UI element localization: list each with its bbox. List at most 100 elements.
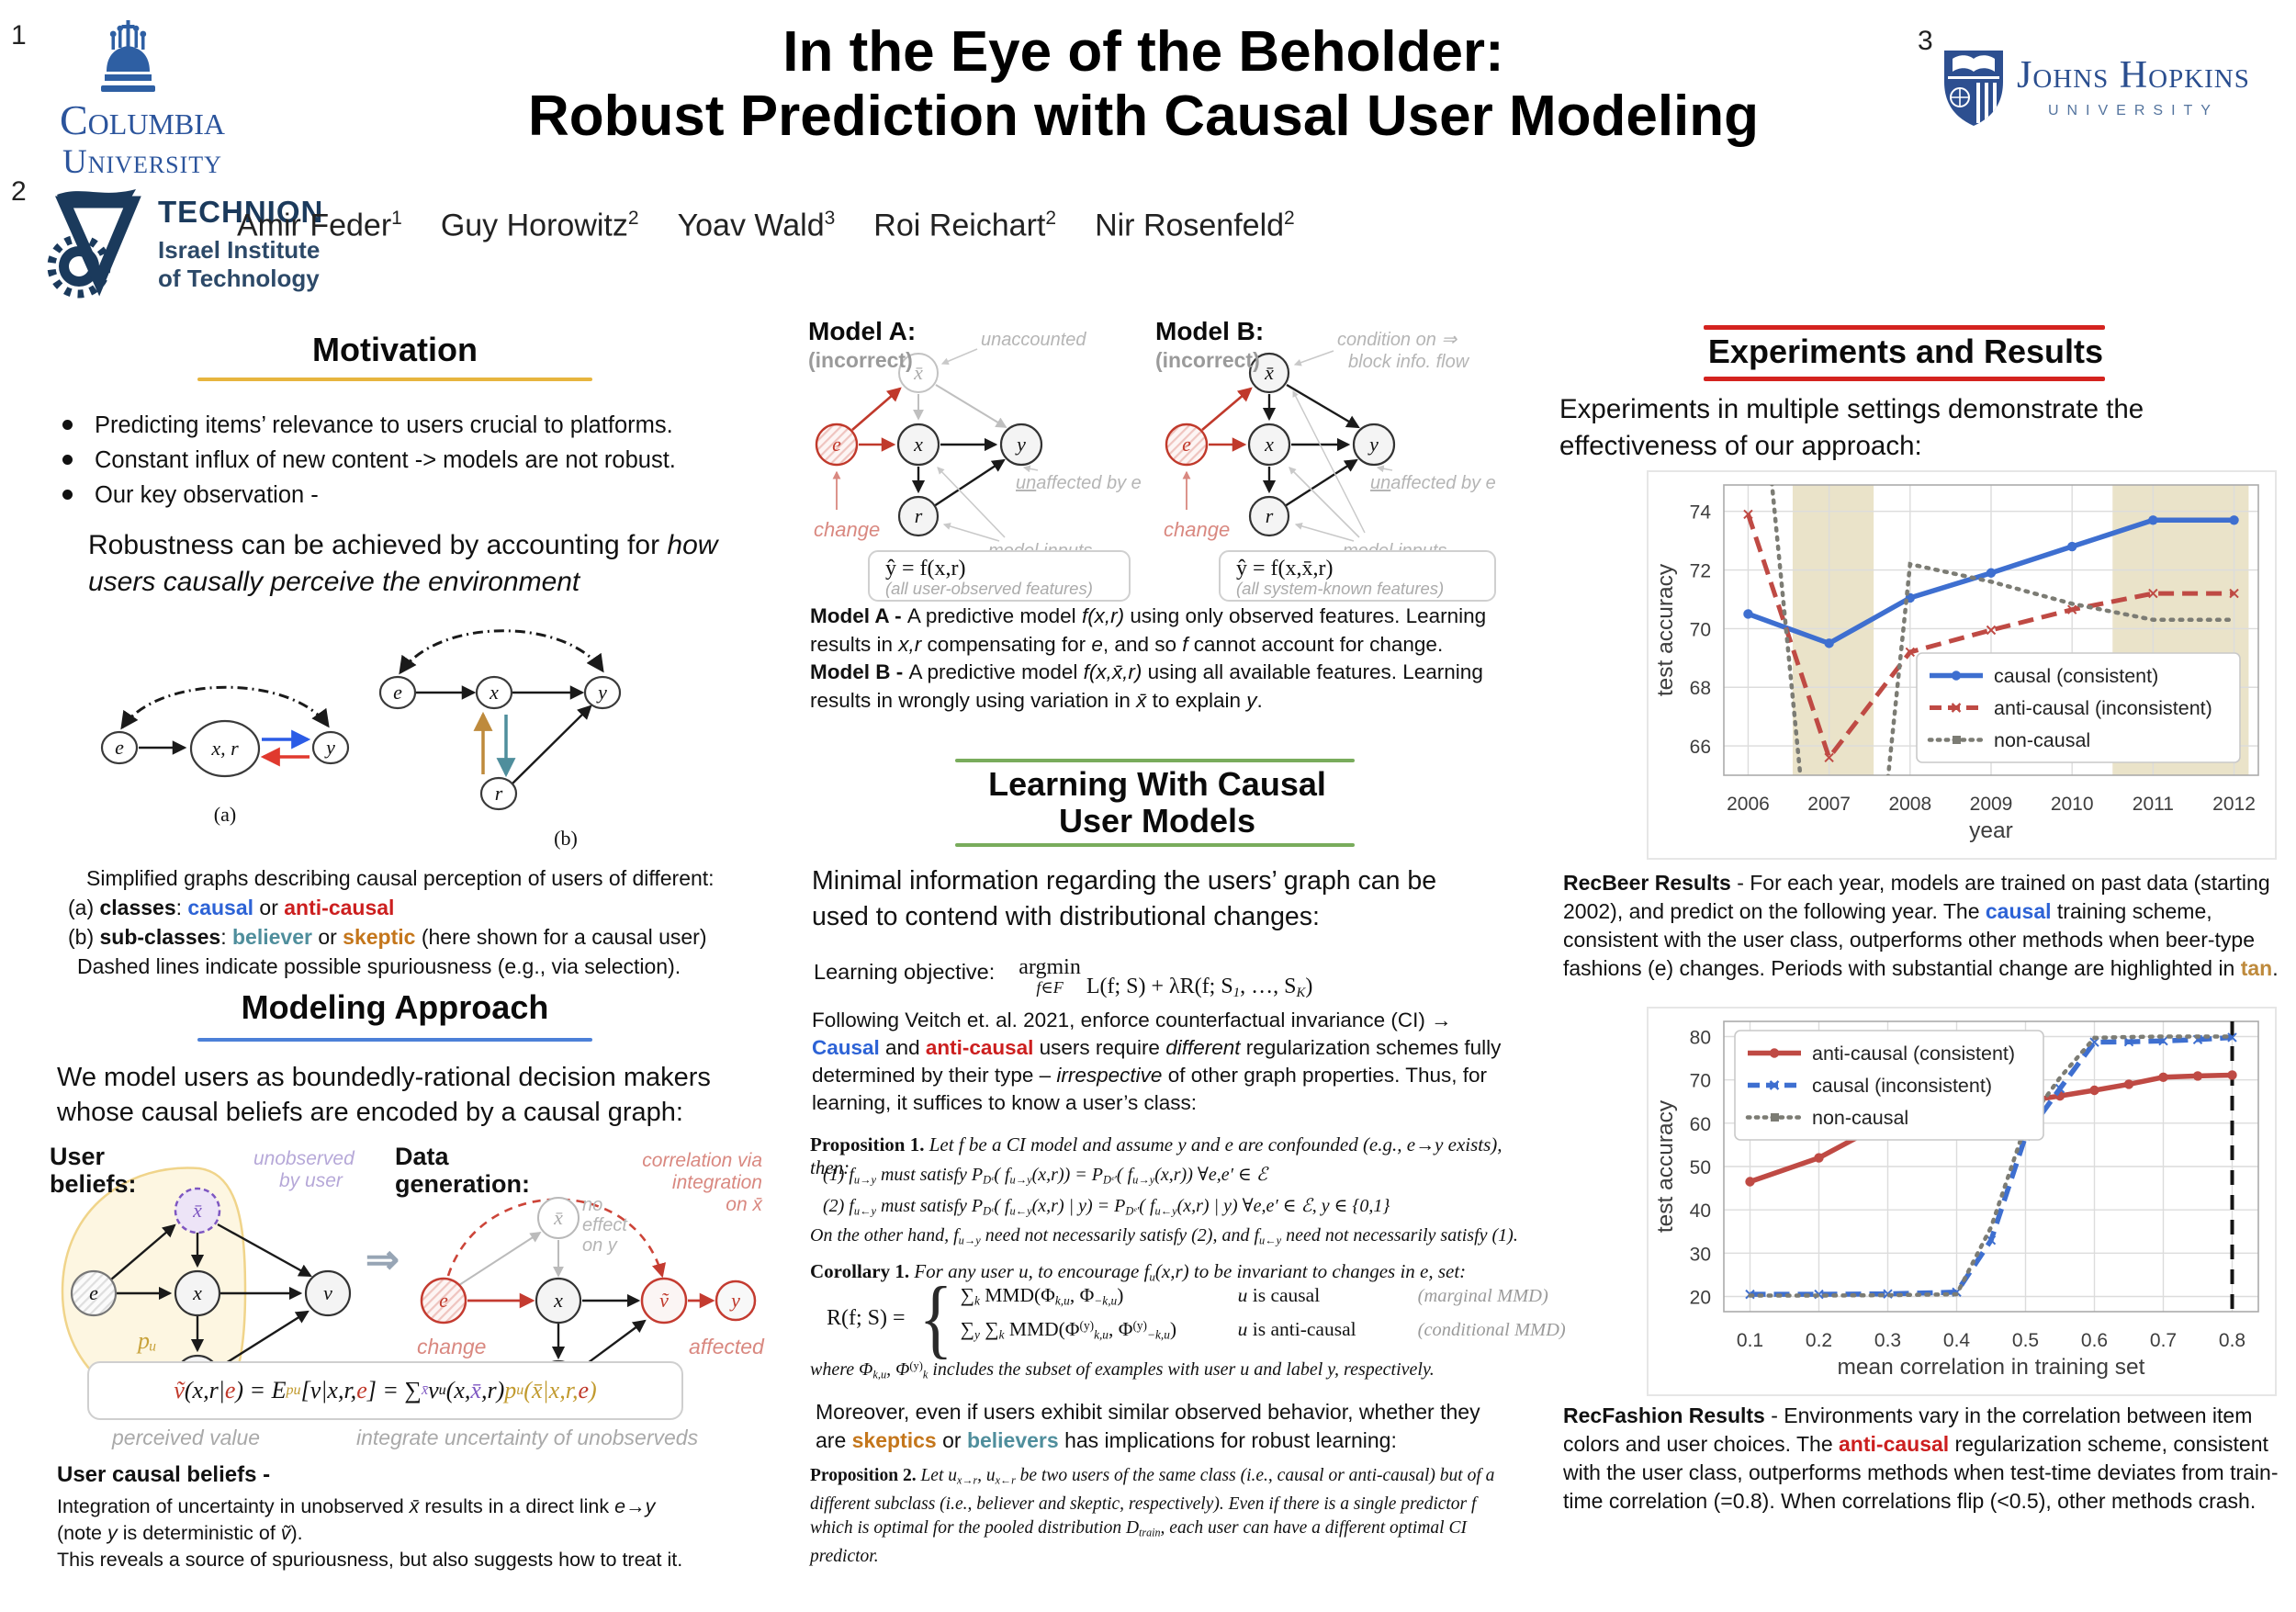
recfashion-results-text: RecFashion Results - Environments vary i… xyxy=(1563,1403,2279,1513)
author: Nir Rosenfeld2 xyxy=(1095,208,1295,243)
model-b-formula: ŷ = f(x,x̄,r) xyxy=(1236,557,1334,581)
svg-text:70: 70 xyxy=(1690,1071,1711,1092)
model-a-formula: ŷ = f(x,r) xyxy=(885,557,966,581)
implies-arrow: ⇒ xyxy=(366,1237,400,1282)
condition-annotation: condition on ⇒ xyxy=(1337,330,1458,350)
svg-text:test accuracy: test accuracy xyxy=(1653,563,1678,696)
title-line-1: In the Eye of the Beholder: xyxy=(782,20,1504,84)
authors-row: Amir Feder1 Guy Horowitz2 Yoav Wald3 Roi… xyxy=(237,208,1295,243)
model-a-formula-caption: (all user-observed features) xyxy=(885,579,1093,598)
affected-annotation: affected xyxy=(689,1335,765,1358)
svg-text:50: 50 xyxy=(1690,1157,1711,1178)
svg-text:2007: 2007 xyxy=(1807,794,1851,815)
node-y-label: y xyxy=(1367,433,1379,456)
author: Amir Feder1 xyxy=(237,208,402,243)
svg-text:test accuracy: test accuracy xyxy=(1653,1099,1678,1233)
model-a-diagram: x̄ e x y r Model A: (incorrect) unaccoun… xyxy=(808,317,1142,602)
model-b-incorrect: (incorrect) xyxy=(1155,348,1260,372)
svg-text:2006: 2006 xyxy=(1727,794,1770,815)
learning-section-title: Learning With Causal User Models xyxy=(988,765,1326,840)
svg-text:72: 72 xyxy=(1690,561,1711,582)
author: Yoav Wald3 xyxy=(677,208,836,243)
change-annotation: change xyxy=(814,518,880,541)
models-description: Model A - A predictive model f(x,r) usin… xyxy=(810,604,1487,712)
modeling-section-title: Modeling Approach xyxy=(241,988,549,1026)
pu-label: pᵤ xyxy=(136,1327,157,1354)
moreover-paragraph: Moreover, even if users exhibit similar … xyxy=(816,1400,1480,1452)
affiliation-mark-2: 2 xyxy=(11,176,27,207)
case-row-causal: ∑k MMD(Φk,u, Φ−k,u) u is causal (margina… xyxy=(960,1284,1548,1308)
affiliation-mark-3: 3 xyxy=(1918,26,1933,56)
recfashion-results-chart: 0.1 0.2 0.3 0.4 0.5 0.6 0.7 0.8 20 30 40 50 60 70 80 me… xyxy=(1647,1007,2277,1396)
svg-text:80: 80 xyxy=(1690,1028,1711,1049)
node-xbar-label: x̄ xyxy=(553,1206,563,1229)
bullet-item: Predicting items’ relevance to users cru… xyxy=(57,408,787,443)
case-brace: { xyxy=(918,1268,953,1367)
node-v-label: v xyxy=(323,1281,332,1304)
bullet-dot-icon xyxy=(62,490,73,500)
svg-text:2010: 2010 xyxy=(2051,794,2094,815)
user-causal-beliefs-block: User causal beliefs - Integration of unc… xyxy=(57,1462,787,1573)
node-xr-label: x, r xyxy=(210,737,239,760)
bullet-item: Our key observation - xyxy=(57,478,787,513)
node-e-label: e xyxy=(89,1281,98,1304)
svg-text:30: 30 xyxy=(1690,1244,1711,1265)
node-y-label: y xyxy=(1015,433,1026,456)
technion-logo-icon xyxy=(47,189,141,299)
svg-text:0.7: 0.7 xyxy=(2150,1330,2177,1351)
node-x-label: x xyxy=(1264,433,1274,456)
node-x-label: x xyxy=(489,681,499,704)
modeling-rule xyxy=(197,1038,592,1042)
caption-line: Dashed lines indicate possible spuriousn… xyxy=(77,954,681,978)
unaffected-annotation: unaffected by e xyxy=(1370,473,1496,493)
model-b-title: Model B: xyxy=(1155,317,1264,345)
proposition-1-item-2: (2) fu←y must satisfy PDᵉ( fu←y(x,r) | y… xyxy=(823,1196,1390,1218)
svg-text:on y: on y xyxy=(582,1235,618,1256)
svg-text:0.1: 0.1 xyxy=(1737,1330,1763,1351)
data-generation-diagram: x̄ e x ṽ y r Data generation: no effect … xyxy=(395,1143,765,1403)
learning-objective-row: Learning objective: argmin f∈F L(f; S) + … xyxy=(814,955,1312,1001)
causal-class-graph-a: e x, r y (a) xyxy=(100,685,350,826)
svg-text:0.8: 0.8 xyxy=(2219,1330,2245,1351)
recbeer-results-chart: 2006 2007 2008 2009 2010 2011 2012 66 68 70 72 74 ye… xyxy=(1647,470,2277,860)
node-y-label: y xyxy=(596,681,607,704)
author: Roi Reichart2 xyxy=(873,208,1057,243)
spurious-arc xyxy=(399,629,604,675)
svg-text:40: 40 xyxy=(1690,1201,1711,1222)
proposition-2: Proposition 2. Let ux→r, ux←r be two use… xyxy=(810,1466,1495,1567)
svg-text:68: 68 xyxy=(1690,678,1711,699)
beliefs-heading: User causal beliefs - xyxy=(57,1462,271,1487)
case-row-anti-causal: ∑y ∑k MMD(Φ(y)k,u, Φ(y)−k,u) u is anti-c… xyxy=(960,1318,1566,1342)
modeling-intro: We model users as boundedly-rational dec… xyxy=(57,1063,711,1127)
node-xbar-label: x̄ xyxy=(913,361,923,384)
poster-title: In the Eye of the Beholder: Robust Predi… xyxy=(459,20,1828,149)
node-y-label: y xyxy=(729,1289,740,1312)
svg-text:on x̄: on x̄ xyxy=(726,1194,763,1215)
svg-text:beliefs:: beliefs: xyxy=(50,1170,137,1198)
spurious-arc xyxy=(120,685,330,730)
proposition-1: Proposition 1. Let f be a CI model and a… xyxy=(810,1133,1503,1178)
key-observation-statement: Robustness can be achieved by accounting… xyxy=(88,530,718,597)
node-e-label: e xyxy=(439,1289,448,1312)
svg-text:effect: effect xyxy=(582,1215,628,1235)
unobserved-annotation: unobserved xyxy=(253,1148,355,1169)
node-e-label: e xyxy=(1182,433,1191,456)
veitch-paragraph: Following Veitch et. al. 2021, enforce c… xyxy=(812,1009,1502,1114)
node-e-label: e xyxy=(393,681,402,704)
affiliation-mark-1: 1 xyxy=(11,20,27,51)
svg-text:mean correlation in training s: mean correlation in training set xyxy=(1837,1355,2144,1380)
corollary-1-where: where Φk,u, Φ(y)k includes the subset of… xyxy=(810,1359,1435,1381)
bullet-item: Constant influx of new content -> models… xyxy=(57,443,787,478)
learning-intro: Minimal information regarding the users’… xyxy=(812,866,1437,931)
node-x-label: x xyxy=(553,1289,563,1312)
node-vtilde-label: ṽ xyxy=(659,1289,670,1312)
corollary-1: Corollary 1. For any user u, to encourag… xyxy=(810,1260,1467,1284)
regularizer-lhs: R(f; S) = xyxy=(827,1305,906,1330)
change-annotation: change xyxy=(1164,518,1230,541)
svg-text:0.5: 0.5 xyxy=(2012,1330,2039,1351)
correlation-annotation: correlation via xyxy=(642,1150,762,1171)
causal-subclass-graph-b: e x y r (b) xyxy=(378,629,622,850)
beliefs-body: Integration of uncertainty in unobserved… xyxy=(57,1495,683,1571)
svg-text:non-causal: non-causal xyxy=(1812,1107,1908,1129)
svg-text:non-causal: non-causal xyxy=(1994,729,2090,751)
